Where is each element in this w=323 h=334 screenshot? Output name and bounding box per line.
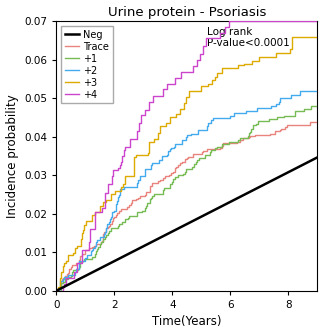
+1 [77,267,80,271]
+1 [93,254,97,258]
Trace [171,170,175,174]
+2 [150,161,153,165]
+2 [143,173,147,177]
+1 [316,104,319,108]
Trace [273,129,277,133]
Trace [100,239,104,243]
+1 [148,197,152,201]
Line: Trace: Trace [56,122,318,291]
+4 [165,82,169,86]
Trace [308,120,312,124]
Legend: Neg, Trace, +1, +2, +3, +4: Neg, Trace, +1, +2, +3, +4 [61,26,113,104]
+2 [298,89,302,93]
+1 [78,260,82,264]
+3 [54,289,58,293]
+3 [316,35,319,39]
+2 [143,169,147,173]
Trace [316,120,319,124]
Trace [285,123,288,127]
+3 [290,35,294,39]
+3 [290,40,294,44]
+1 [54,289,58,293]
Line: +4: +4 [56,21,318,291]
+2 [232,111,236,115]
+4 [316,19,319,23]
+4 [103,191,107,195]
+3 [84,219,88,223]
Trace [125,205,129,209]
+4 [54,289,58,293]
+3 [132,170,136,174]
Line: +3: +3 [56,37,318,291]
+2 [54,289,58,293]
+3 [178,107,182,111]
+3 [132,162,136,166]
Title: Urine protein - Psoriasis: Urine protein - Psoriasis [108,6,266,19]
Trace [54,289,58,293]
+1 [192,162,195,166]
+1 [220,142,224,146]
Y-axis label: Incidence probability: Incidence probability [5,94,18,218]
+2 [316,89,319,93]
+1 [309,104,313,108]
Text: Log rank
P-value<0.0001: Log rank P-value<0.0001 [207,27,290,48]
+2 [165,153,169,157]
Trace [115,211,119,215]
+4 [191,64,195,68]
Line: +2: +2 [56,91,318,291]
+4 [241,19,245,23]
+4 [93,219,97,223]
+4 [106,182,110,186]
+2 [114,207,118,211]
+3 [93,210,97,214]
X-axis label: Time(Years): Time(Years) [152,315,222,328]
Line: +1: +1 [56,106,318,291]
+4 [293,19,297,23]
